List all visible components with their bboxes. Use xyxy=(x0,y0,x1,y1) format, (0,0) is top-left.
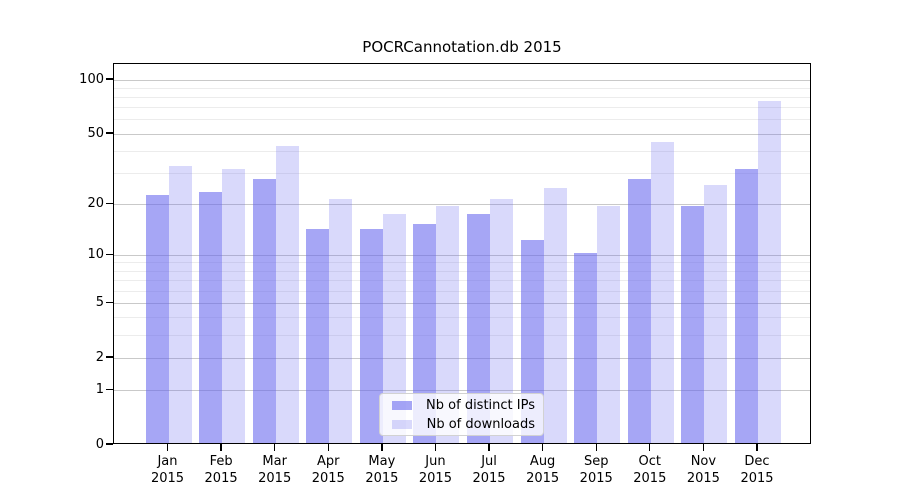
bar-downloads-dec xyxy=(757,100,781,443)
gridline-y-8 xyxy=(114,270,810,272)
bar-distinct_ips-aug xyxy=(520,240,544,443)
legend-item-downloads: Nb of downloads xyxy=(388,417,535,432)
x-tick-mark-nov xyxy=(702,444,705,451)
x-tick-mark-jul xyxy=(488,444,490,451)
y-tick-mark-20 xyxy=(106,202,113,204)
x-tick-mark-feb xyxy=(220,444,222,451)
x-tick-label-oct: Oct 2015 xyxy=(633,454,667,486)
x-tick-mark-apr xyxy=(327,444,329,451)
gridline-y-30 xyxy=(114,172,810,174)
bar-distinct_ips-oct xyxy=(627,179,651,443)
x-tick-label-jun: Jun 2015 xyxy=(418,454,452,486)
gridline-y-70 xyxy=(114,107,810,109)
gridline-y-3 xyxy=(114,334,810,336)
y-tick-mark-1 xyxy=(106,388,113,390)
y-tick-mark-50 xyxy=(106,132,113,134)
gridline-y-7 xyxy=(114,280,810,282)
gridline-y-90 xyxy=(114,87,810,89)
bar-distinct_ips-jul xyxy=(467,214,491,443)
gridline-y-10 xyxy=(114,254,810,256)
bar-distinct_ips-apr xyxy=(306,228,330,443)
bar-distinct_ips-jan xyxy=(145,195,169,443)
bar-distinct_ips-dec xyxy=(734,168,758,443)
x-tick-label-mar: Mar 2015 xyxy=(258,454,292,486)
bar-distinct_ips-jun xyxy=(413,223,437,443)
x-tick-label-nov: Nov 2015 xyxy=(686,454,720,486)
y-tick-label-50: 50 xyxy=(87,125,104,141)
gridline-y-20 xyxy=(114,203,810,205)
bar-distinct_ips-sep xyxy=(574,253,598,443)
x-tick-label-feb: Feb 2015 xyxy=(204,454,238,486)
legend-label-downloads: Nb of downloads xyxy=(426,416,535,432)
x-tick-mark-oct xyxy=(649,444,651,451)
bar-distinct_ips-may xyxy=(359,228,383,443)
legend-item-distinct-ips: Nb of distinct IPs xyxy=(388,398,535,413)
x-tick-label-aug: Aug 2015 xyxy=(526,454,560,486)
x-tick-label-jul: Jul 2015 xyxy=(472,454,506,486)
gridline-y-4 xyxy=(114,317,810,319)
legend-swatch-distinct-ips-icon xyxy=(392,400,412,410)
gridline-y-6 xyxy=(114,290,810,292)
bar-distinct_ips-mar xyxy=(252,179,276,443)
legend: Nb of distinct IPs Nb of downloads xyxy=(379,393,544,436)
bar-downloads-aug xyxy=(543,188,567,443)
chart-title: POCRCannotation.db 2015 xyxy=(362,38,562,56)
gridline-y-60 xyxy=(114,119,810,121)
legend-label-distinct-ips: Nb of distinct IPs xyxy=(426,397,535,413)
y-tick-mark-0 xyxy=(106,443,113,445)
x-tick-mark-dec xyxy=(756,444,758,451)
bar-downloads-apr xyxy=(329,198,353,443)
y-tick-mark-100 xyxy=(106,78,113,80)
plot-area xyxy=(113,63,811,444)
bar-downloads-sep xyxy=(597,206,621,443)
bar-downloads-nov xyxy=(704,185,728,443)
gridline-y-100 xyxy=(114,79,810,81)
y-tick-label-2: 2 xyxy=(95,349,104,365)
y-tick-label-10: 10 xyxy=(87,246,104,262)
bar-downloads-oct xyxy=(650,141,674,443)
x-tick-label-apr: Apr 2015 xyxy=(311,454,345,486)
gridline-y-5 xyxy=(114,302,810,304)
gridline-y-80 xyxy=(114,96,810,98)
bar-downloads-may xyxy=(382,214,406,443)
x-tick-mark-sep xyxy=(595,444,597,451)
gridline-y-1 xyxy=(114,389,810,391)
legend-swatch-downloads-icon xyxy=(392,419,412,429)
y-tick-label-100: 100 xyxy=(79,71,104,87)
x-tick-label-dec: Dec 2015 xyxy=(740,454,774,486)
gridline-y-2 xyxy=(114,357,810,359)
gridline-y-9 xyxy=(114,262,810,264)
bar-distinct_ips-nov xyxy=(681,206,705,443)
bar-distinct_ips-feb xyxy=(199,191,223,443)
x-tick-mark-jan xyxy=(166,444,169,451)
y-tick-mark-10 xyxy=(106,253,113,255)
x-tick-label-may: May 2015 xyxy=(365,454,399,486)
y-tick-mark-2 xyxy=(106,356,113,358)
x-tick-mark-aug xyxy=(541,444,544,451)
bar-downloads-jun xyxy=(436,206,460,443)
gridline-y-40 xyxy=(114,150,810,152)
x-tick-mark-may xyxy=(381,444,383,451)
x-tick-mark-mar xyxy=(274,444,276,451)
y-tick-label-20: 20 xyxy=(87,195,104,211)
x-tick-label-jan: Jan 2015 xyxy=(150,454,185,486)
bar-downloads-jul xyxy=(490,198,514,443)
gridline-y-50 xyxy=(114,133,810,135)
y-tick-label-0: 0 xyxy=(95,436,104,452)
y-tick-label-1: 1 xyxy=(95,381,104,397)
bar-downloads-mar xyxy=(275,145,299,443)
x-tick-mark-jun xyxy=(434,444,437,451)
bar-downloads-jan xyxy=(168,166,192,443)
y-tick-label-5: 5 xyxy=(95,294,104,310)
bar-downloads-feb xyxy=(222,168,246,443)
y-tick-mark-5 xyxy=(106,301,113,303)
x-tick-label-sep: Sep 2015 xyxy=(579,454,613,486)
